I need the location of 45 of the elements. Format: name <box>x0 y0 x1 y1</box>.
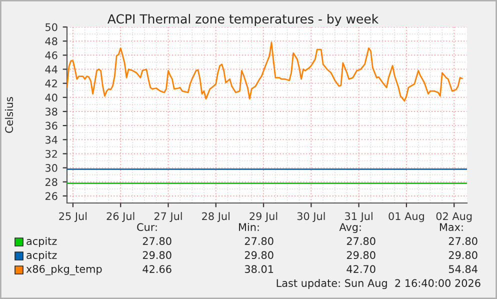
y-tick-label: 26 <box>45 192 58 200</box>
x-tick-label: 01 Aug <box>388 212 424 222</box>
y-tick-label: 48 <box>45 37 58 46</box>
text: 38.01 <box>244 265 274 274</box>
text: Cur: <box>137 223 157 232</box>
text: 29.80 <box>244 251 274 260</box>
text: 29.80 <box>448 251 478 260</box>
text: 29.80 <box>142 251 172 260</box>
x-tick-label: 28 Jul <box>202 212 230 222</box>
text: 27.80 <box>142 237 172 246</box>
y-tick-label: 46 <box>45 51 58 60</box>
x-tick-label: 27 Jul <box>154 212 182 222</box>
x-tick-label: 02 Aug <box>436 212 472 222</box>
y-tick-label: 32 <box>46 150 57 158</box>
x-tick-label: 30 Jul <box>297 212 325 222</box>
text: 27.80 <box>244 237 274 246</box>
y-tick-label: 40 <box>45 94 58 102</box>
text: Avg: <box>339 223 361 234</box>
text: 42.70 <box>346 265 376 274</box>
y-tick-label: 34 <box>46 136 58 144</box>
legend-label: acpitz <box>26 236 57 248</box>
y-tick-label: 42 <box>45 80 57 88</box>
text: 29.80 <box>346 251 376 260</box>
legend-label: x86_pkg_temp <box>26 264 102 276</box>
x-tick-label: 25 Jul <box>59 212 87 222</box>
text: 42.66 <box>142 265 172 274</box>
text: Last update: Sun Aug 2 16:40:00 2026 <box>276 278 480 290</box>
y-tick-label: 50 <box>46 23 58 32</box>
x-tick-label: 26 Jul <box>106 212 134 222</box>
y-tick-label: 30 <box>46 164 58 172</box>
chart-title: ACPI Thermal zone temperatures - by week <box>108 14 379 26</box>
text: Max: <box>440 223 463 232</box>
text: Min: <box>239 222 259 231</box>
text: 27.80 <box>346 237 376 246</box>
legend-label: acpitz <box>26 250 57 262</box>
text: 54.84 <box>448 265 478 274</box>
y-tick-label: 28 <box>45 178 58 186</box>
text: 27.80 <box>448 237 478 246</box>
line-series <box>67 42 463 102</box>
y-axis-title: Celsius <box>4 97 14 133</box>
y-tick-label: 38 <box>46 108 58 116</box>
x-tick-label: 29 Jul <box>250 212 278 222</box>
y-tick-label: 44 <box>45 66 58 74</box>
y-tick-label: 36 <box>46 122 58 130</box>
x-tick-label: 31 Jul <box>345 212 372 222</box>
